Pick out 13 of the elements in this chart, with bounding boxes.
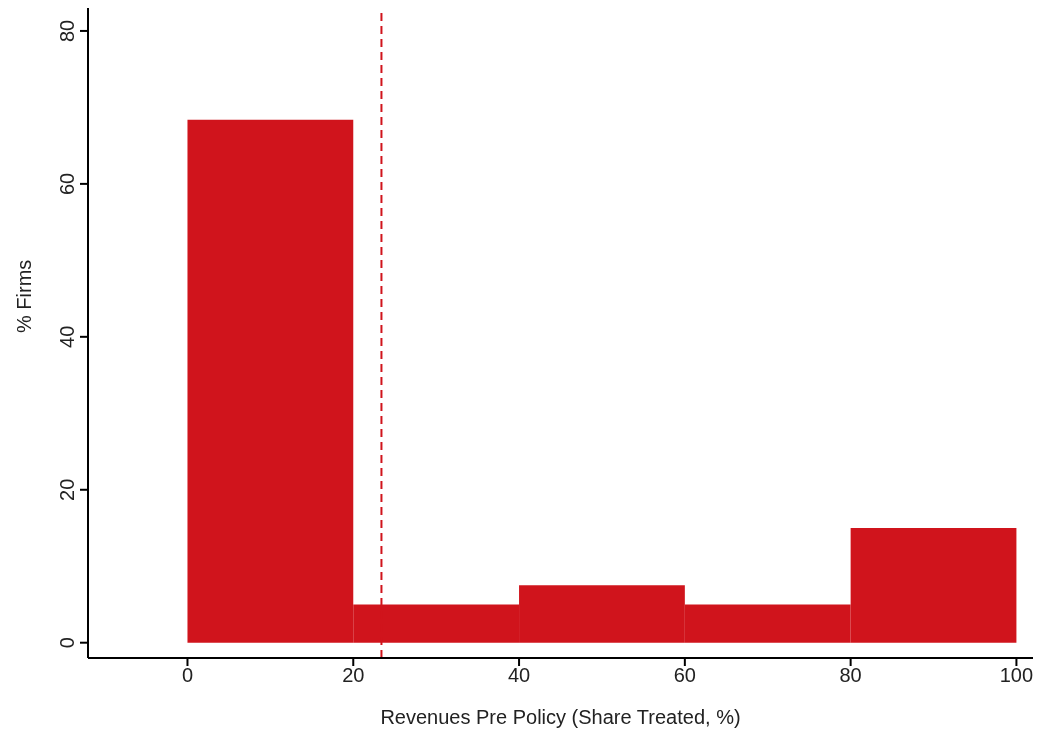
x-tick-label: 60	[673, 664, 696, 687]
y-tick-label: 60	[56, 172, 78, 196]
y-tick-label: 80	[56, 19, 78, 43]
x-axis-title: Revenues Pre Policy (Share Treated, %)	[380, 706, 741, 728]
x-tick-label: 100	[999, 664, 1034, 687]
y-tick-label: 40	[56, 325, 78, 348]
x-tick-label: 80	[839, 664, 862, 687]
x-tick-label: 40	[507, 664, 531, 687]
x-tick-label: 0	[181, 664, 194, 687]
y-axis-title: % Firms	[13, 259, 36, 333]
y-tick-label: 0	[56, 637, 78, 649]
y-tick-label: 20	[56, 478, 78, 501]
x-tick-label: 20	[342, 664, 365, 687]
